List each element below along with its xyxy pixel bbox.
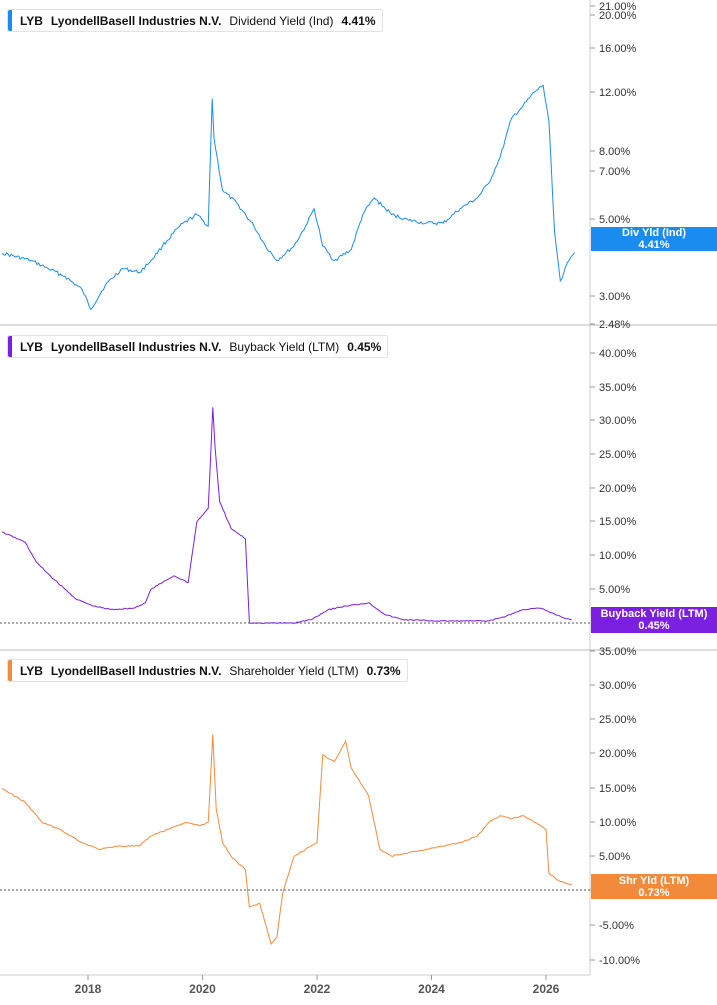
badge-label: Buyback Yield (LTM): [600, 608, 708, 620]
legend-ticker: LYB: [20, 663, 43, 678]
series-line: [1, 734, 572, 946]
y-tick-label: 5.00%: [599, 584, 630, 596]
series-line: [1, 84, 575, 311]
y-tick-label: 5.00%: [599, 214, 630, 226]
y-tick-label: 15.00%: [599, 783, 637, 795]
legend-ticker: LYB: [20, 13, 43, 28]
y-tick-label: -5.00%: [599, 920, 634, 932]
y-tick-label: 20.00%: [599, 748, 637, 760]
y-tick-label: 30.00%: [599, 680, 637, 692]
last-value-badge-dividend: Div Yld (Ind) 4.41%: [591, 227, 717, 251]
y-tick-label: 35.00%: [599, 646, 637, 658]
y-tick-label: 12.00%: [599, 87, 637, 99]
legend-value: 0.73%: [366, 663, 401, 678]
y-tick-label: 7.00%: [599, 166, 630, 178]
badge-label: Div Yld (Ind): [622, 227, 686, 239]
y-tick-label: 40.00%: [599, 348, 637, 360]
x-tick-label: 2018: [75, 982, 102, 996]
x-tick-label: 2022: [304, 982, 331, 996]
x-tick-label: 2020: [189, 982, 216, 996]
legend-dividend-yield: LYB LyondellBasell Industries N.V. Divid…: [7, 9, 383, 32]
last-value-badge-buyback: Buyback Yield (LTM) 0.45%: [591, 607, 717, 633]
series-layer: [1, 84, 575, 946]
legend-company: LyondellBasell Industries N.V.: [50, 13, 222, 28]
y-tick-label: 5.00%: [599, 851, 630, 863]
badge-label: Shr Yld (LTM): [618, 874, 690, 887]
y-tick-label: 2.48%: [599, 319, 630, 331]
y-tick-label: 30.00%: [599, 415, 637, 427]
badge-value: 0.45%: [638, 620, 670, 632]
legend-metric: Buyback Yield (LTM): [229, 339, 340, 354]
series-color-swatch: [8, 10, 12, 31]
y-tick-label: 15.00%: [599, 516, 637, 528]
y-tick-label: 35.00%: [599, 382, 637, 394]
y-tick-label: 16.00%: [599, 43, 637, 55]
y-tick-label: -10.00%: [599, 955, 640, 967]
y-tick-label: 25.00%: [599, 714, 637, 726]
series-color-swatch: [8, 660, 12, 681]
y-tick-label: 8.00%: [599, 146, 630, 158]
y-tick-label: 25.00%: [599, 449, 637, 461]
x-tick-label: 2024: [418, 982, 445, 996]
badge-value: 4.41%: [638, 239, 670, 251]
y-tick-label: 10.00%: [599, 817, 637, 829]
legend-company: LyondellBasell Industries N.V.: [50, 663, 222, 678]
series-line: [2, 407, 572, 625]
y-tick-label: 20.00%: [599, 10, 637, 22]
series-color-swatch: [8, 336, 12, 357]
legend-metric: Shareholder Yield (LTM): [229, 663, 359, 678]
last-value-badge-shareholder: Shr Yld (LTM) 0.73%: [591, 874, 717, 899]
y-tick-label: 20.00%: [599, 483, 637, 495]
legend-buyback-yield: LYB LyondellBasell Industries N.V. Buyba…: [7, 335, 389, 358]
legend-value: 0.45%: [347, 339, 382, 354]
badge-value: 0.73%: [638, 886, 670, 899]
legend-company: LyondellBasell Industries N.V.: [50, 339, 222, 354]
axis-layer: 21.00%20.00%16.00%12.00%8.00%7.00%5.00%3…: [75, 1, 641, 996]
legend-ticker: LYB: [20, 339, 43, 354]
y-tick-label: 21.00%: [599, 1, 637, 13]
x-tick-label: 2026: [533, 982, 560, 996]
legend-value: 4.41%: [341, 13, 376, 28]
y-tick-label: 10.00%: [599, 550, 637, 562]
legend-metric: Dividend Yield (Ind): [229, 13, 334, 28]
y-tick-label: 3.00%: [599, 291, 630, 303]
legend-shareholder-yield: LYB LyondellBasell Industries N.V. Share…: [7, 659, 408, 682]
